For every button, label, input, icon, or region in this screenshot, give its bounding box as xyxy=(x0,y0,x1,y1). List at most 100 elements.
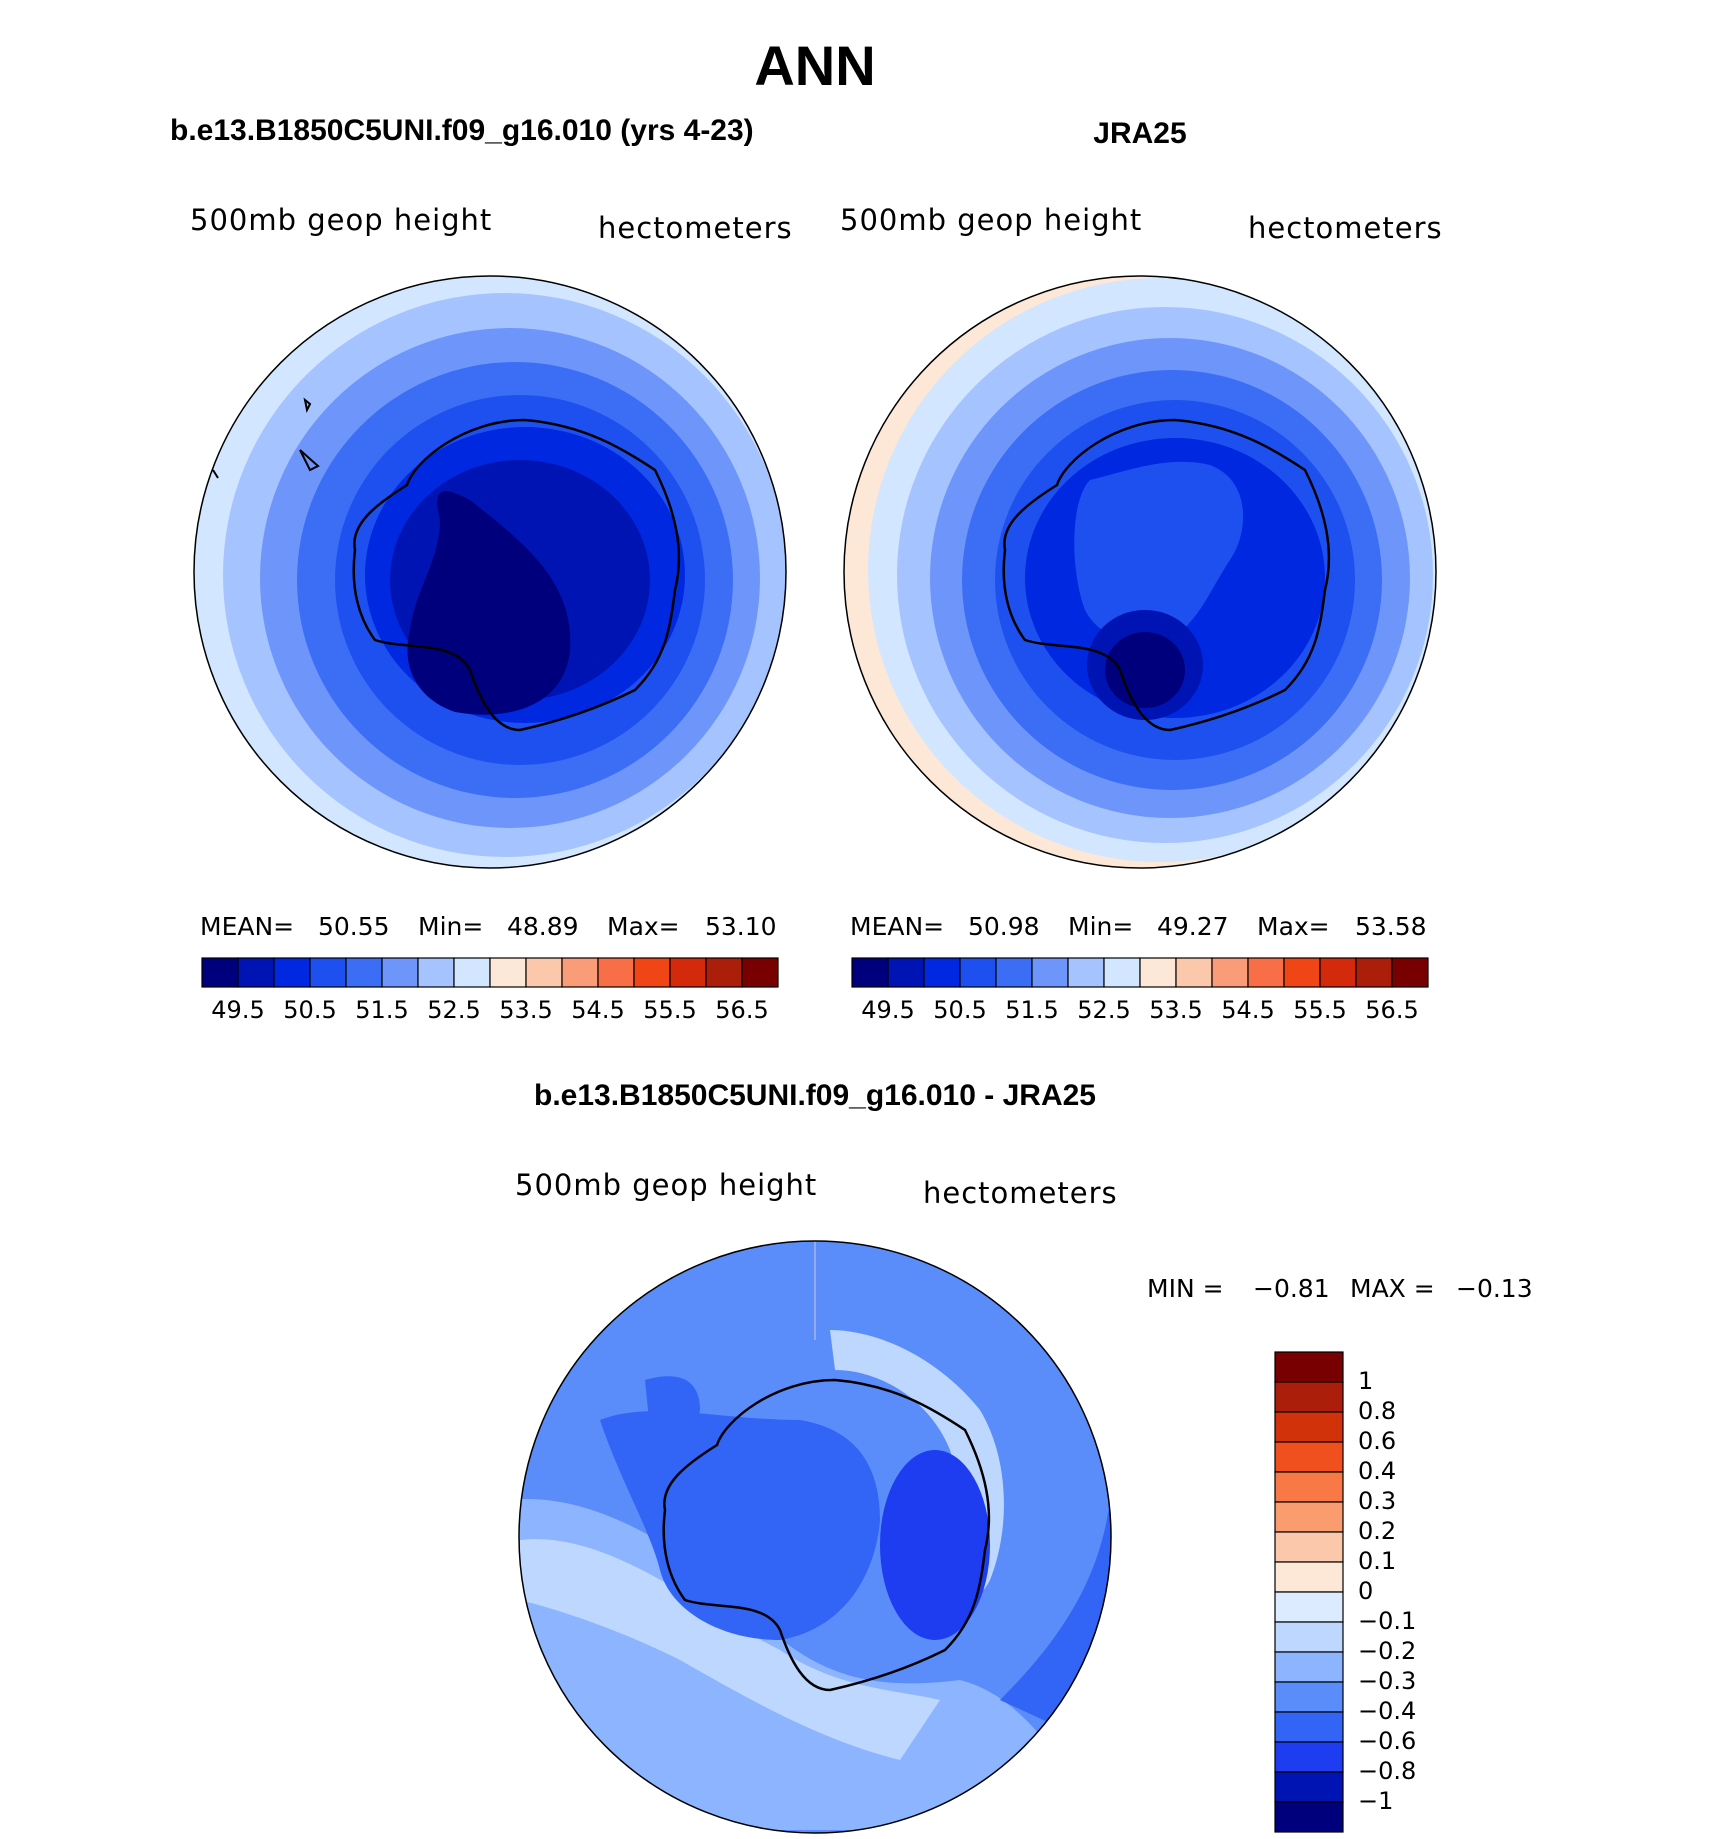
model-colorbar-swatch xyxy=(525,957,563,988)
model-field-label: 500mb geop height xyxy=(190,203,492,237)
model-units-label: hectometers xyxy=(598,211,793,245)
obs-colorbar-swatch xyxy=(1355,957,1393,988)
model-tick: 50.5 xyxy=(283,996,336,1024)
diff-colorbar-swatch xyxy=(1274,1351,1344,1383)
model-map-border xyxy=(193,275,787,869)
diff-header: b.e13.B1850C5UNI.f09_g16.010 - JRA25 xyxy=(534,1079,1096,1112)
diff-tick: −0.8 xyxy=(1358,1757,1416,1785)
model-colorbar-swatch xyxy=(489,957,527,988)
obs-units-label: hectometers xyxy=(1248,211,1443,245)
diff-colorbar-swatch xyxy=(1274,1561,1344,1593)
diff-tick: −0.2 xyxy=(1358,1637,1416,1665)
obs-colorbar-swatch xyxy=(1175,957,1213,988)
obs-colorbar-swatch xyxy=(1247,957,1285,988)
obs-tick: 52.5 xyxy=(1077,996,1130,1024)
diff-units-label: hectometers xyxy=(923,1176,1118,1210)
diff-colorbar-swatch xyxy=(1274,1801,1344,1833)
model-colorbar-swatch xyxy=(309,957,347,988)
model-colorbar-swatch xyxy=(273,957,311,988)
diff-tick: 0.1 xyxy=(1358,1547,1396,1575)
obs-mean-label: MEAN= xyxy=(850,912,944,941)
diff-min-label: MIN = xyxy=(1147,1274,1224,1303)
model-mean-label: MEAN= xyxy=(200,912,294,941)
model-max-value: 53.10 xyxy=(705,912,777,941)
obs-colorbar-swatch xyxy=(887,957,925,988)
diff-map xyxy=(519,1241,1111,1833)
diff-colorbar-swatch xyxy=(1274,1651,1344,1683)
obs-tick: 51.5 xyxy=(1005,996,1058,1024)
model-tick: 54.5 xyxy=(571,996,624,1024)
diff-colorbar-swatch xyxy=(1274,1771,1344,1803)
obs-max-label: Max= xyxy=(1257,912,1330,941)
obs-map xyxy=(844,276,1436,868)
obs-colorbar-swatch xyxy=(1067,957,1105,988)
obs-tick: 53.5 xyxy=(1149,996,1202,1024)
model-tick: 55.5 xyxy=(643,996,696,1024)
diff-colorbar-swatch xyxy=(1274,1711,1344,1743)
obs-colorbar-swatch xyxy=(1031,957,1069,988)
model-min-label: Min= xyxy=(418,912,483,941)
obs-tick: 54.5 xyxy=(1221,996,1274,1024)
obs-header: JRA25 xyxy=(1093,117,1186,150)
diff-colorbar-swatch xyxy=(1274,1591,1344,1623)
obs-colorbar-swatch xyxy=(1391,957,1429,988)
diff-tick: 1 xyxy=(1358,1367,1373,1395)
model-header: b.e13.B1850C5UNI.f09_g16.010 (yrs 4-23) xyxy=(170,114,754,147)
diff-tick: 0.8 xyxy=(1358,1397,1396,1425)
obs-tick: 49.5 xyxy=(861,996,914,1024)
obs-colorbar xyxy=(851,957,1429,988)
diff-colorbar-swatch xyxy=(1274,1741,1344,1773)
obs-colorbar-swatch xyxy=(1211,957,1249,988)
diff-tick: −0.4 xyxy=(1358,1697,1416,1725)
obs-mean-value: 50.98 xyxy=(968,912,1040,941)
diff-tick: 0.2 xyxy=(1358,1517,1396,1545)
model-tick: 51.5 xyxy=(355,996,408,1024)
model-colorbar-swatch xyxy=(597,957,635,988)
obs-colorbar-swatch xyxy=(959,957,997,988)
diff-colorbar xyxy=(1274,1351,1344,1833)
obs-map-border xyxy=(843,275,1437,869)
figure-title: ANN xyxy=(754,34,875,97)
model-colorbar-swatch xyxy=(381,957,419,988)
diff-colorbar-swatch xyxy=(1274,1411,1344,1443)
model-colorbar-swatch xyxy=(201,957,239,988)
model-colorbar-ticks: 49.5 50.5 51.5 52.5 53.5 54.5 55.5 56.5 xyxy=(211,996,768,1024)
diff-colorbar-swatch xyxy=(1274,1471,1344,1503)
model-colorbar-swatch xyxy=(669,957,707,988)
model-colorbar-swatch xyxy=(633,957,671,988)
diff-tick: −1 xyxy=(1358,1787,1393,1815)
diff-colorbar-swatch xyxy=(1274,1441,1344,1473)
obs-colorbar-swatch xyxy=(923,957,961,988)
model-colorbar xyxy=(201,957,779,988)
obs-min-value: 49.27 xyxy=(1157,912,1229,941)
model-colorbar-swatch xyxy=(453,957,491,988)
model-mean-value: 50.55 xyxy=(318,912,390,941)
diff-map-border xyxy=(518,1240,1112,1834)
obs-min-label: Min= xyxy=(1068,912,1133,941)
diff-tick: −0.3 xyxy=(1358,1667,1416,1695)
diff-colorbar-swatch xyxy=(1274,1531,1344,1563)
obs-max-value: 53.58 xyxy=(1355,912,1427,941)
diff-tick: 0.3 xyxy=(1358,1487,1396,1515)
obs-colorbar-swatch xyxy=(851,957,889,988)
diff-colorbar-ticks: 1 0.8 0.6 0.4 0.3 0.2 0.1 0 −0.1 −0.2 −0… xyxy=(1358,1367,1416,1815)
model-colorbar-swatch xyxy=(237,957,275,988)
obs-field-label: 500mb geop height xyxy=(840,203,1142,237)
model-max-label: Max= xyxy=(607,912,680,941)
obs-colorbar-swatch xyxy=(1283,957,1321,988)
model-colorbar-swatch xyxy=(741,957,779,988)
obs-tick: 55.5 xyxy=(1293,996,1346,1024)
diff-max-label: MAX = xyxy=(1350,1274,1435,1303)
diff-colorbar-swatch xyxy=(1274,1681,1344,1713)
diff-tick: 0 xyxy=(1358,1577,1373,1605)
model-tick: 49.5 xyxy=(211,996,264,1024)
obs-tick: 56.5 xyxy=(1365,996,1418,1024)
obs-colorbar-swatch xyxy=(1139,957,1177,988)
model-colorbar-swatch xyxy=(345,957,383,988)
diff-tick: 0.6 xyxy=(1358,1427,1396,1455)
model-tick: 52.5 xyxy=(427,996,480,1024)
diff-colorbar-swatch xyxy=(1274,1381,1344,1413)
diff-tick: −0.6 xyxy=(1358,1727,1416,1755)
model-tick: 56.5 xyxy=(715,996,768,1024)
